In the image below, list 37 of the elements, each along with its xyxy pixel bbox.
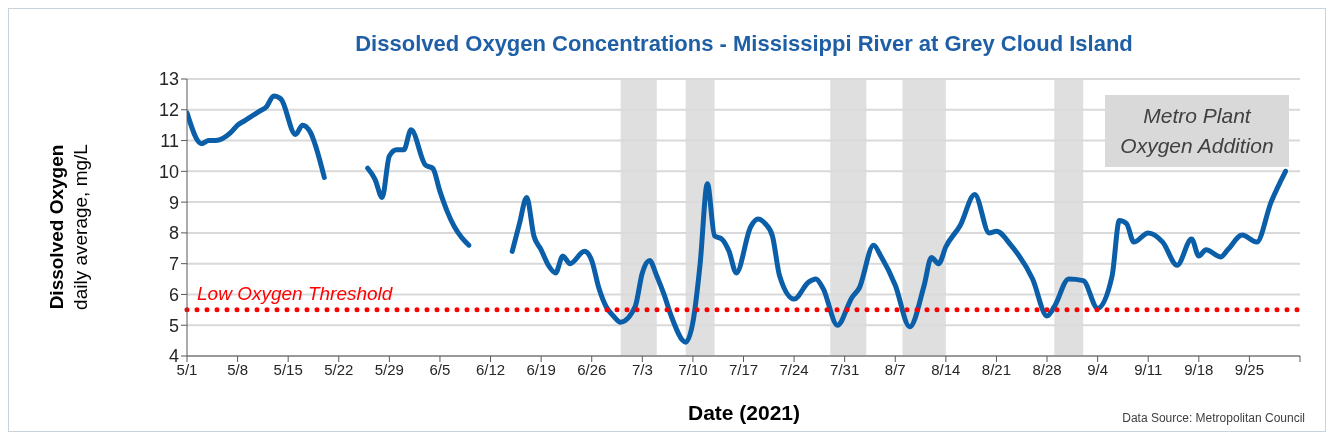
x-axis-title: Date (2021) [687, 401, 801, 424]
x-tick-label: 6/12 [475, 360, 506, 378]
source-note: Data Source: Metropolitan Council [1122, 411, 1305, 425]
x-tick-label: 5/29 [374, 360, 404, 378]
x-tick-label: 9/11 [1134, 360, 1163, 378]
x-tick-label: 8/28 [1032, 360, 1062, 378]
y-tick-label: 8 [168, 223, 179, 244]
ref-line-label: Low Oxygen Threshold [197, 282, 394, 304]
x-tick-label: 6/26 [577, 360, 607, 378]
y-axis-title: Dissolved Oxygen daily average, mg/L [45, 144, 92, 310]
x-tick-label: 5/8 [227, 360, 249, 378]
y-tick-label: 11 [160, 130, 179, 151]
x-tick-label: 7/17 [728, 360, 759, 378]
x-tick-label: 9/18 [1184, 360, 1214, 378]
x-tick-label: 6/5 [429, 360, 451, 378]
y-tick-label: 10 [158, 161, 179, 182]
chart-title: Dissolved Oxygen Concentrations - Mississippi River at Grey Cloud Island [354, 31, 1134, 57]
x-tick-label: 8/14 [931, 360, 961, 378]
y-tick-label: 7 [168, 254, 179, 275]
x-tick-label: 7/31 [830, 360, 860, 378]
x-tick-label: 6/19 [526, 360, 556, 378]
y-tick-label: 12 [158, 100, 179, 121]
x-tick-label: 9/4 [1087, 360, 1109, 378]
x-tick-label: 8/7 [884, 360, 906, 378]
y-tick-label: 13 [158, 69, 179, 90]
x-tick-label: 5/15 [273, 360, 303, 378]
x-tick-label: 5/22 [324, 360, 354, 378]
x-tick-label: 8/21 [981, 360, 1012, 378]
y-tick-label: 9 [168, 192, 179, 213]
x-tick-label: 7/24 [779, 360, 809, 378]
y-tick-label: 6 [168, 284, 179, 305]
annotation: Metro Plant Oxygen Addition [1105, 95, 1289, 167]
x-tick-label: 9/25 [1234, 360, 1265, 378]
x-tick-label: 7/3 [631, 360, 653, 378]
x-tick-label: 5/1 [176, 360, 198, 378]
x-tick-label: 7/10 [678, 360, 708, 378]
y-tick-label: 5 [168, 315, 179, 336]
